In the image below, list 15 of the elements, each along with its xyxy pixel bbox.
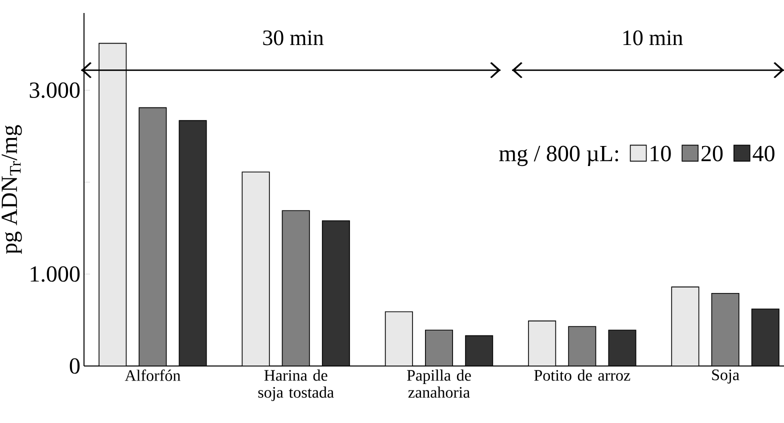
x-tick-label: Harina de soja tostada — [258, 370, 334, 402]
x-tick-label: Alforfón — [124, 370, 180, 381]
y-tick-label: 3.000 — [30, 82, 80, 98]
y-tick-label: 1.000 — [30, 266, 80, 282]
legend-label: 10 — [650, 146, 671, 162]
y-tick-label: 0 — [70, 358, 80, 374]
legend-title: mg / 800 µL: — [499, 146, 618, 166]
x-tick-label: Potito de arroz — [534, 370, 630, 381]
y-axis-title: pg ADN$_{Tr}$/mg — [2, 125, 22, 254]
legend-label: 40 — [752, 146, 774, 162]
annotation: 10 min — [623, 30, 683, 46]
annotation: 30 min — [263, 30, 324, 46]
legend-label: 20 — [702, 146, 723, 162]
x-tick-label: Papilla de zanahoria — [407, 370, 471, 398]
x-tick-label: Soja — [712, 370, 740, 384]
